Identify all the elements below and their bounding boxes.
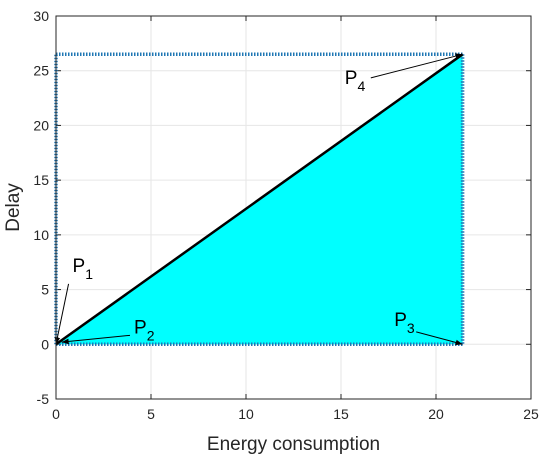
y-tick-label: 10 (33, 227, 49, 243)
point-label-base: P (345, 68, 358, 89)
point-label-p1: P1 (73, 256, 94, 282)
y-tick-label: 15 (33, 172, 49, 188)
x-tick-label: 5 (147, 406, 155, 422)
diagonal-line (55, 53, 464, 346)
y-tick-label: 25 (33, 63, 49, 79)
annotation-arrow (416, 331, 463, 346)
point-label-subscript: 1 (85, 266, 93, 282)
line-layer (55, 53, 464, 346)
x-tick-label: 15 (333, 406, 349, 422)
y-tick-label: -5 (37, 391, 50, 407)
annotation-arrow (370, 53, 463, 79)
y-tick-label: 20 (33, 117, 49, 133)
y-axis-label: Delay (3, 183, 24, 232)
point-label-base: P (394, 310, 407, 331)
annotation-arrows (54, 53, 463, 346)
annotation-arrow (54, 283, 70, 345)
x-tick-label: 0 (52, 406, 60, 422)
point-label-subscript: 4 (357, 78, 365, 94)
x-tick-label: 20 (428, 406, 444, 422)
y-tick-label: 5 (41, 282, 49, 298)
point-label-base: P (73, 256, 86, 277)
point-label-p2: P2 (134, 317, 155, 343)
plot-frame (55, 15, 532, 400)
point-label-p4: P4 (345, 68, 366, 94)
x-tick-label: 25 (523, 406, 539, 422)
y-tick-label: 30 (33, 8, 49, 24)
point-label-base: P (134, 317, 147, 338)
x-tick-labels: 0 5 10 15 20 25 (52, 406, 539, 422)
annotation-arrow (61, 334, 131, 345)
y-tick-label: 0 (41, 336, 49, 352)
point-label-subscript: 3 (407, 320, 415, 336)
point-label-p3: P3 (394, 310, 415, 336)
x-axis-label: Energy consumption (207, 434, 380, 455)
point-label-subscript: 2 (147, 327, 155, 343)
y-tick-labels: -5 0 5 10 15 20 25 30 (33, 8, 49, 407)
x-tick-label: 10 (238, 406, 254, 422)
